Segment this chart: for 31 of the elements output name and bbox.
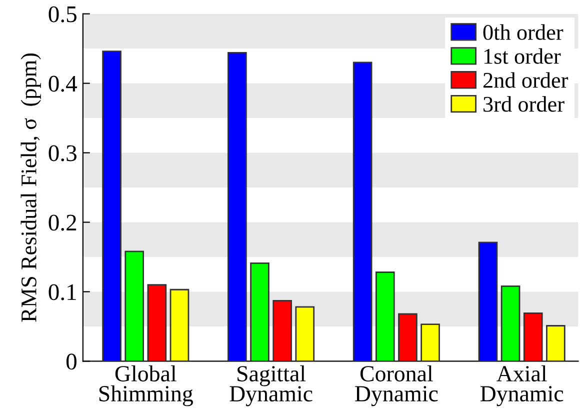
x-tick-label: Coronal Dynamic <box>355 365 438 406</box>
legend-label: 3rd order <box>484 96 564 112</box>
y-axis-title: RMS Residual Field, σ (ppm) <box>20 53 41 322</box>
y-tick-label: 0.3 <box>48 145 76 162</box>
bar <box>147 284 167 362</box>
bar <box>250 262 270 362</box>
bar <box>523 312 543 362</box>
bar <box>420 324 440 362</box>
bar <box>295 306 315 362</box>
bar <box>546 325 566 362</box>
bar <box>124 250 144 362</box>
x-tick-label: Sagittal Dynamic <box>230 365 312 406</box>
y-tick-label: 0.2 <box>48 214 76 231</box>
legend-label: 1st order <box>484 48 561 64</box>
x-tick-label: Axial Dynamic <box>480 365 564 406</box>
legend-label: 0th order <box>483 24 564 40</box>
bar <box>375 272 395 362</box>
y-tick-label: 0.5 <box>48 6 76 22</box>
y-tick-label: 0.4 <box>48 76 78 92</box>
bar <box>170 288 190 362</box>
bar <box>500 285 520 362</box>
x-tick-label: Global Shimming <box>99 365 193 406</box>
y-tick-label: 0.1 <box>48 284 76 300</box>
bar <box>478 242 498 362</box>
bar <box>398 313 418 362</box>
legend-label: 2nd order <box>483 72 568 88</box>
bar <box>102 50 122 362</box>
bar <box>272 300 292 362</box>
bar <box>228 52 247 362</box>
y-tick-label: 0 <box>66 354 76 370</box>
bar <box>352 62 372 362</box>
